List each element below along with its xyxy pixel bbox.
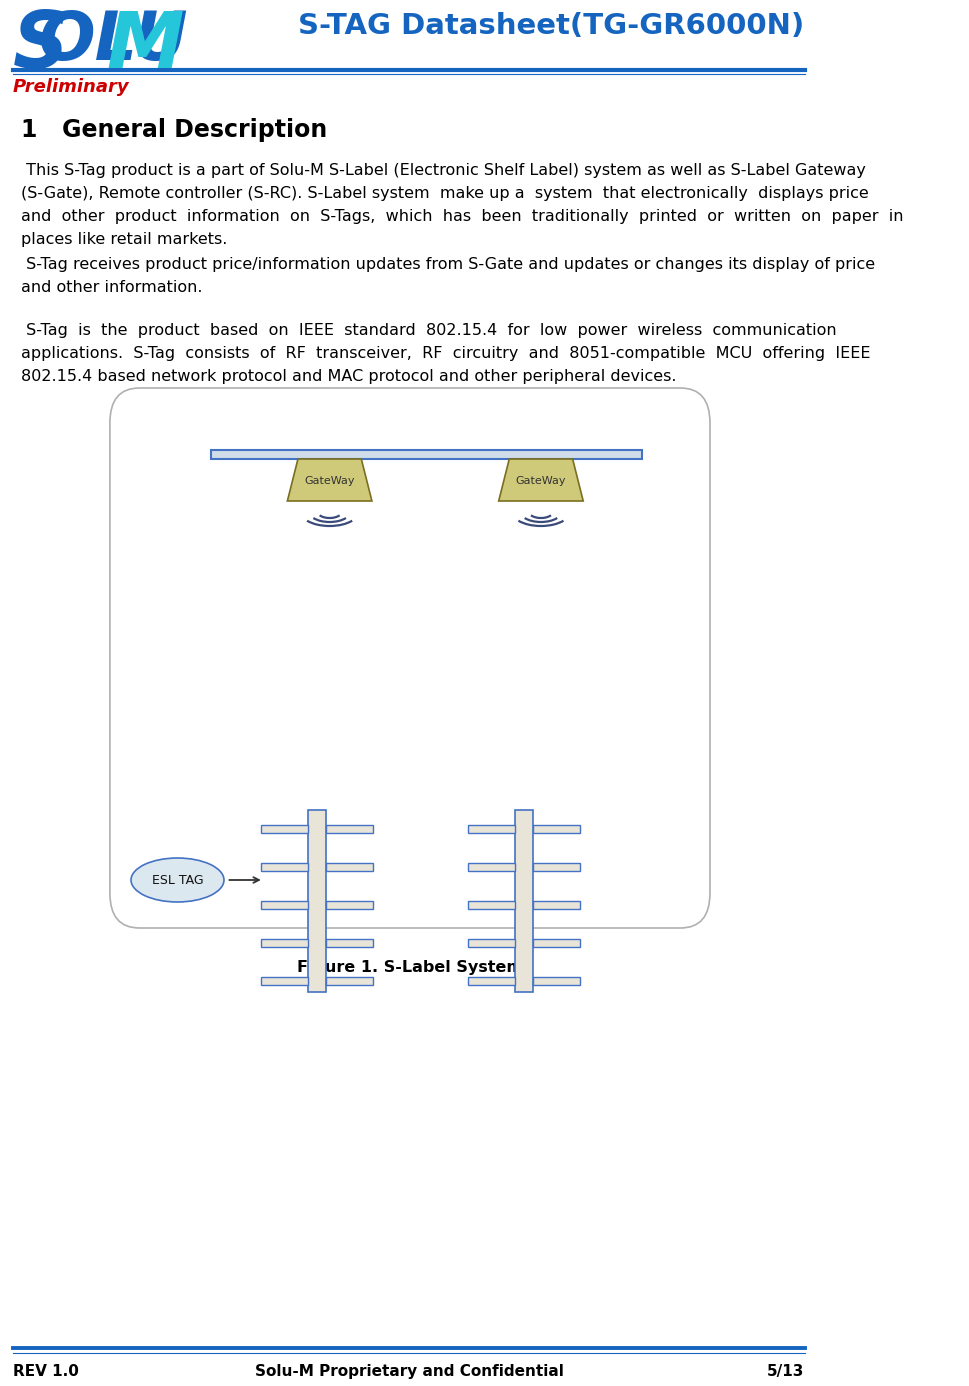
Text: S: S [13,8,69,85]
Bar [307,809,326,992]
Bar [468,825,515,833]
Text: (S-Gate), Remote controller (S-RC). S-Label system  make up a  system  that elec: (S-Gate), Remote controller (S-RC). S-La… [21,186,868,201]
Bar [533,863,579,870]
Bar [533,901,579,909]
Bar [326,977,372,985]
Bar [326,863,372,870]
Text: places like retail markets.: places like retail markets. [21,231,228,247]
Text: GateWay: GateWay [304,475,355,486]
Text: GateWay: GateWay [516,475,566,486]
Bar [326,901,372,909]
Text: applications.  S-Tag  consists  of  RF  transceiver,  RF  circuitry  and  8051-c: applications. S-Tag consists of RF trans… [21,346,870,360]
Bar [261,938,307,947]
Ellipse shape [131,858,224,902]
Text: Figure 1. S-Label System: Figure 1. S-Label System [297,960,522,974]
Bar [326,938,372,947]
Bar [468,977,515,985]
Text: OLU: OLU [39,8,188,73]
Text: Solu-M Proprietary and Confidential: Solu-M Proprietary and Confidential [255,1364,564,1379]
Text: 802.15.4 based network protocol and MAC protocol and other peripheral devices.: 802.15.4 based network protocol and MAC … [21,369,676,384]
Bar [261,863,307,870]
Text: and  other  product  information  on  S-Tags,  which  has  been  traditionally  : and other product information on S-Tags,… [21,209,903,225]
Polygon shape [287,459,371,500]
Text: M: M [107,8,184,85]
Text: and other information.: and other information. [21,280,203,295]
Text: 1   General Description: 1 General Description [21,118,328,141]
Text: This S-Tag product is a part of Solu-M S-Label (Electronic Shelf Label) system a: This S-Tag product is a part of Solu-M S… [21,164,865,177]
Bar [468,938,515,947]
Bar [261,901,307,909]
FancyBboxPatch shape [109,388,709,929]
Text: 5/13: 5/13 [766,1364,804,1379]
Polygon shape [498,459,582,500]
Bar [468,863,515,870]
Text: S-Tag receives product price/information updates from S-Gate and updates or chan: S-Tag receives product price/information… [21,256,874,272]
Text: Preliminary: Preliminary [13,78,129,96]
Bar [326,825,372,833]
Text: REV 1.0: REV 1.0 [13,1364,78,1379]
Bar [533,977,579,985]
Bar [261,977,307,985]
Text: S-TAG Datasheet(TG-GR6000N): S-TAG Datasheet(TG-GR6000N) [298,12,804,40]
Text: ESL TAG: ESL TAG [151,873,203,887]
Bar [533,938,579,947]
Text: S-Tag  is  the  product  based  on  IEEE  standard  802.15.4  for  low  power  w: S-Tag is the product based on IEEE stand… [21,323,836,338]
Bar [515,809,533,992]
Bar [261,825,307,833]
Bar [211,450,641,459]
Bar [468,901,515,909]
Bar [533,825,579,833]
